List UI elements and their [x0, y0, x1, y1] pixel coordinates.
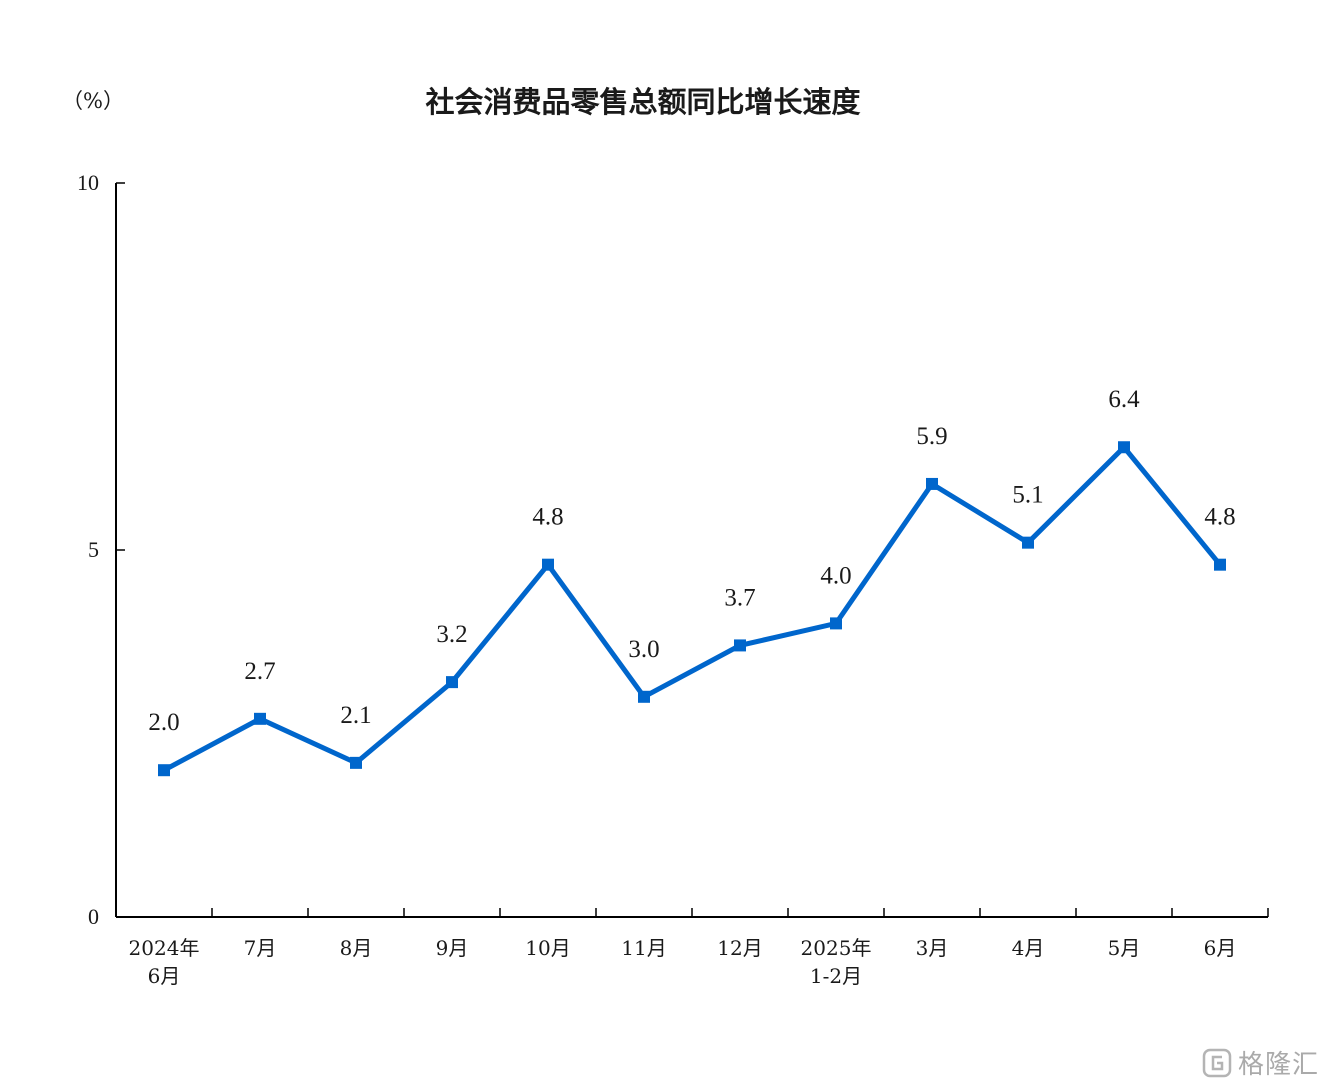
- x-tick-label-line: 6月: [1204, 936, 1237, 960]
- chart-title: 社会消费品零售总额同比增长速度: [425, 85, 860, 119]
- data-label: 3.2: [436, 621, 467, 648]
- x-tick-label-line: 5月: [1108, 936, 1141, 960]
- x-tick-label-line: 2024年: [129, 936, 200, 960]
- data-point-marker: [446, 676, 458, 689]
- data-point-marker: [734, 639, 746, 652]
- x-tick-label-line: 2025年: [801, 936, 872, 960]
- data-point-marker: [1022, 536, 1034, 549]
- x-tick-label: 10月: [525, 936, 570, 960]
- data-label: 3.0: [628, 636, 659, 663]
- series-line: [162, 443, 1222, 773]
- x-tick-label: 4月: [1012, 936, 1045, 960]
- x-tick-label: 2025年 1-2月: [801, 936, 872, 988]
- x-tick-label: 8月: [340, 936, 373, 960]
- axes: [115, 183, 1268, 918]
- x-tick-label: 12月: [717, 936, 762, 960]
- y-ticks: 0 5 10: [77, 170, 125, 929]
- data-label: 3.7: [724, 584, 755, 611]
- x-ticks: 2024年 6月 7月 8月 9月 10月 11月 12月 2025年 1-2月 3月 4月 5月 6月: [129, 908, 1269, 988]
- data-label: 5.9: [916, 423, 947, 450]
- x-tick-label-line: 8月: [340, 936, 373, 960]
- x-tick-label: 3月: [916, 936, 949, 960]
- y-tick-label: 10: [77, 170, 99, 195]
- series: [158, 441, 1226, 777]
- data-label: 2.0: [148, 709, 179, 736]
- data-label: 4.8: [1204, 504, 1235, 531]
- x-tick-label-line: 9月: [436, 936, 469, 960]
- y-tick-label: 0: [88, 904, 99, 929]
- data-point-marker: [1118, 441, 1130, 454]
- data-point-marker: [158, 764, 170, 777]
- gelonghui-logo-icon: [1202, 1048, 1232, 1077]
- data-label: 6.4: [1108, 386, 1140, 413]
- data-point-marker: [542, 558, 554, 571]
- x-tick-label-line: 1-2月: [810, 964, 862, 988]
- x-tick-label-line: 7月: [244, 936, 277, 960]
- x-tick-label: 7月: [244, 936, 277, 960]
- x-tick-label-line: 12月: [717, 936, 762, 960]
- x-tick-label: 2024年 6月: [129, 936, 200, 988]
- x-tick-label: 9月: [436, 936, 469, 960]
- data-label: 5.1: [1012, 482, 1043, 509]
- data-point-marker: [350, 756, 362, 769]
- data-label: 2.1: [340, 702, 371, 729]
- y-axis-unit: （%）: [62, 89, 124, 113]
- watermark: 格隆汇: [1202, 1044, 1319, 1081]
- data-labels: 2.0 2.7 2.1 3.2 4.8 3.0 3.7 4.0 5.9 5.1 6.4 4.8: [148, 386, 1235, 736]
- data-point-marker: [254, 712, 266, 725]
- data-point-marker: [926, 477, 938, 490]
- x-tick-label: 5月: [1108, 936, 1141, 960]
- x-tick-label: 11月: [621, 936, 666, 960]
- data-label: 4.8: [532, 504, 563, 531]
- x-tick-label: 6月: [1204, 936, 1237, 960]
- watermark-text: 格隆汇: [1237, 1050, 1319, 1080]
- x-tick-label-line: 4月: [1012, 936, 1045, 960]
- x-tick-label-line: 3月: [916, 936, 949, 960]
- x-tick-label-line: 11月: [621, 936, 666, 960]
- x-tick-label-line: 6月: [148, 964, 181, 988]
- data-point-marker: [830, 617, 842, 630]
- x-tick-label-line: 10月: [525, 936, 570, 960]
- data-label: 4.0: [820, 562, 851, 589]
- y-tick-label: 5: [88, 537, 99, 562]
- data-point-marker: [638, 690, 650, 703]
- data-label: 2.7: [244, 658, 275, 685]
- data-point-marker: [1214, 558, 1226, 571]
